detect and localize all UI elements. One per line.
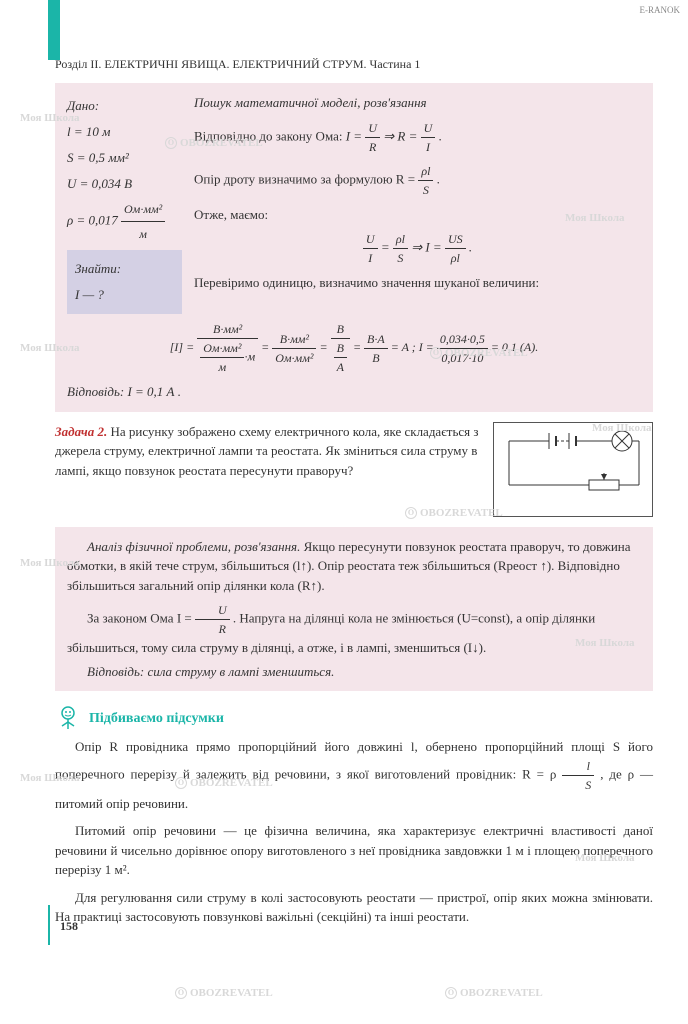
summary-p1: Опір R провідника прямо пропорційний йог… [55, 737, 653, 813]
given-U: U = 0,034 В [67, 171, 182, 197]
solution2-p1: Аналіз фізичної проблеми, розв'язання. Я… [67, 537, 641, 596]
summary-icon [55, 705, 81, 731]
given-column: Дано: l = 10 м S = 0,5 мм² U = 0,034 В ρ… [67, 93, 182, 314]
given-rho: ρ = 0,017 Ом·мм²м [67, 197, 182, 246]
solution-box-2: Аналіз фізичної проблеми, розв'язання. Я… [55, 527, 653, 692]
watermark: OOBOZREVATEL [175, 985, 273, 1002]
unit-calculation: [I] = В·мм² Ом·мм²м·м = В·мм²Ом·мм² = ВВ… [67, 320, 641, 376]
solution-title: Пошук математичної моделі, розв'язання [194, 93, 641, 113]
solution-column: Пошук математичної моделі, розв'язання В… [194, 93, 641, 314]
resistance-formula-line: Опір дроту визначимо за формулою R = ρlS… [194, 162, 641, 199]
solution2-p2: За законом Ома I = UR . Напруга на ділян… [67, 601, 641, 658]
page-number: 158 [60, 917, 78, 935]
section-accent-bar [48, 0, 60, 60]
derivation-line: UI = ρlS ⇒ I = USρl . [194, 230, 641, 267]
publisher-logo: E-RANOK [640, 4, 681, 18]
summary-body: Опір R провідника прямо пропорційний йог… [55, 737, 653, 927]
section-label: Розділ II. [55, 57, 101, 71]
circuit-svg [494, 423, 652, 516]
problem-2-label: Задача 2. [55, 424, 107, 439]
given-l: l = 10 м [67, 119, 182, 145]
summary-title: Підбиваємо підсумки [89, 708, 224, 729]
answer-2: Відповідь: сила струму в лампі зменшитьс… [67, 662, 641, 682]
watermark: OOBOZREVATEL [445, 985, 543, 1002]
given-S: S = 0,5 мм² [67, 145, 182, 171]
summary-p2: Питомий опір речовини — це фізична велич… [55, 821, 653, 880]
answer-1: Відповідь: I = 0,1 А . [67, 382, 641, 402]
summary-p3: Для регулювання сили струму в колі засто… [55, 888, 653, 927]
find-label: Знайти: [75, 256, 174, 282]
given-label: Дано: [67, 93, 182, 119]
problem-2-row: Задача 2. На рисунку зображено схему еле… [55, 422, 653, 517]
solution-box-1: Дано: l = 10 м S = 0,5 мм² U = 0,034 В ρ… [55, 83, 653, 412]
therefore-line: Отже, маємо: [194, 205, 641, 225]
problem-2-text: Задача 2. На рисунку зображено схему еле… [55, 422, 481, 517]
chapter-title: ЕЛЕКТРИЧНІ ЯВИЩА. ЕЛЕКТРИЧНИЙ СТРУМ. Час… [104, 57, 420, 71]
ohm-law-line: Відповідно до закону Ома: I = UR ⇒ R = U… [194, 119, 641, 156]
page-number-accent [48, 905, 50, 945]
check-units-line: Перевіримо одиницю, визначимо значення ш… [194, 273, 641, 293]
circuit-diagram [493, 422, 653, 517]
chapter-header: Розділ II. ЕЛЕКТРИЧНІ ЯВИЩА. ЕЛЕКТРИЧНИЙ… [55, 55, 653, 73]
summary-heading: Підбиваємо підсумки [55, 705, 653, 731]
find-value: I — ? [75, 282, 174, 308]
find-box: Знайти: I — ? [67, 250, 182, 314]
